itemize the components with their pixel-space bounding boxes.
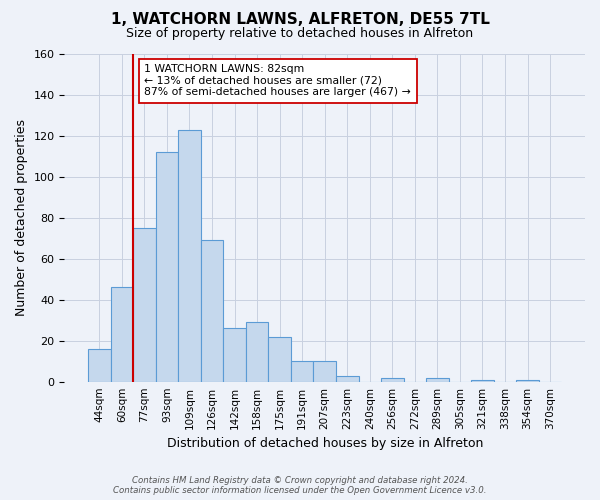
Bar bbox=[201, 240, 223, 382]
X-axis label: Distribution of detached houses by size in Alfreton: Distribution of detached houses by size … bbox=[167, 437, 483, 450]
Bar bbox=[471, 380, 494, 382]
Bar bbox=[291, 361, 313, 382]
Text: Contains HM Land Registry data © Crown copyright and database right 2024.
Contai: Contains HM Land Registry data © Crown c… bbox=[113, 476, 487, 495]
Bar bbox=[516, 380, 539, 382]
Text: 1 WATCHORN LAWNS: 82sqm
← 13% of detached houses are smaller (72)
87% of semi-de: 1 WATCHORN LAWNS: 82sqm ← 13% of detache… bbox=[145, 64, 411, 98]
Bar bbox=[313, 361, 336, 382]
Bar bbox=[223, 328, 246, 382]
Bar bbox=[268, 336, 291, 382]
Bar bbox=[133, 228, 155, 382]
Bar bbox=[155, 152, 178, 382]
Bar bbox=[336, 376, 359, 382]
Bar bbox=[110, 288, 133, 382]
Bar bbox=[246, 322, 268, 382]
Y-axis label: Number of detached properties: Number of detached properties bbox=[15, 120, 28, 316]
Bar bbox=[178, 130, 201, 382]
Bar bbox=[381, 378, 404, 382]
Bar bbox=[426, 378, 449, 382]
Bar bbox=[88, 349, 110, 382]
Text: Size of property relative to detached houses in Alfreton: Size of property relative to detached ho… bbox=[127, 28, 473, 40]
Text: 1, WATCHORN LAWNS, ALFRETON, DE55 7TL: 1, WATCHORN LAWNS, ALFRETON, DE55 7TL bbox=[110, 12, 490, 28]
